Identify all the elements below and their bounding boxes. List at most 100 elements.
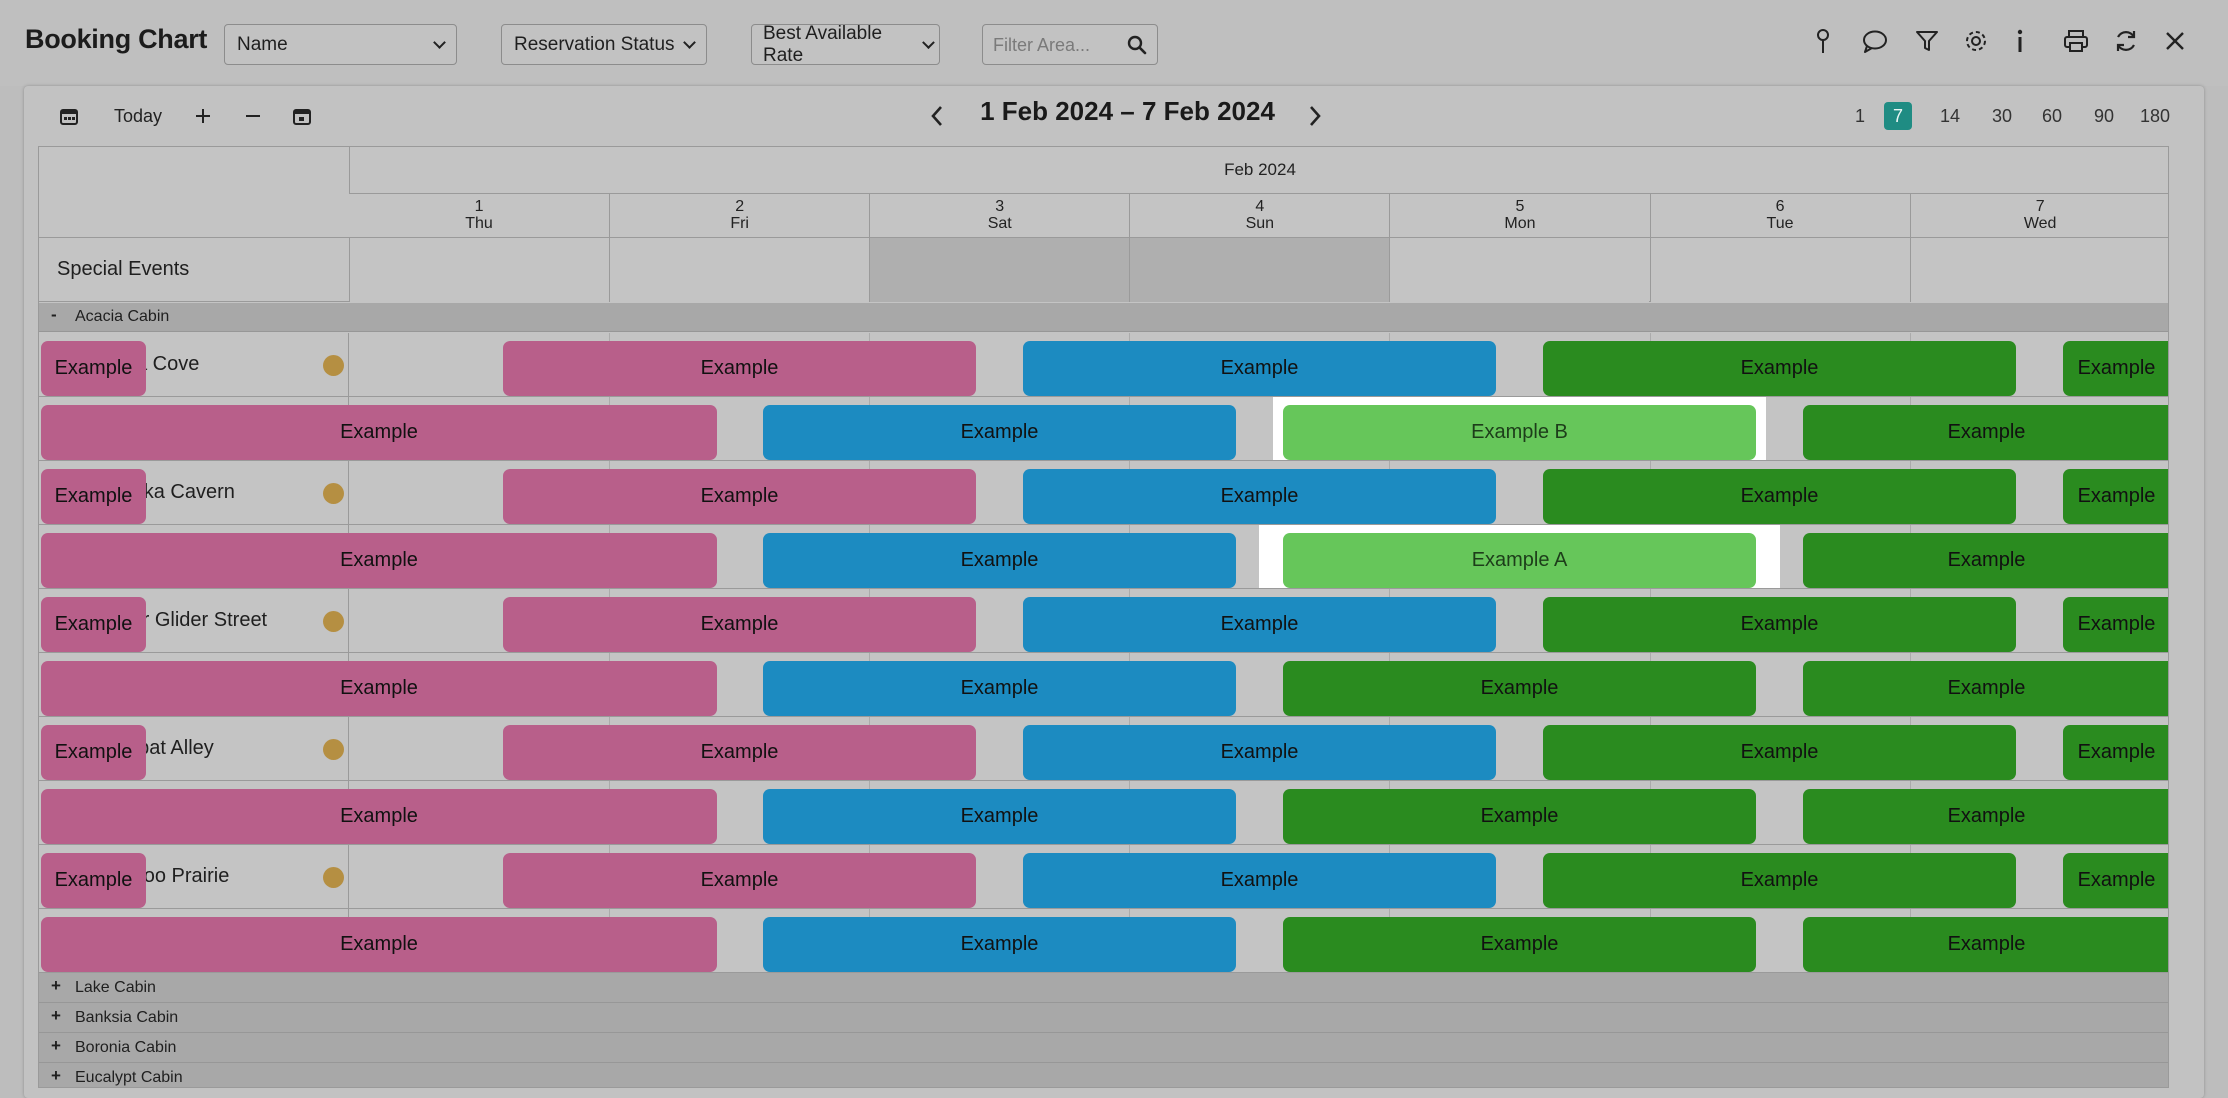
rate-select[interactable]: Best Available Rate: [751, 23, 940, 66]
reservation-bar[interactable]: Example: [1543, 341, 2016, 396]
special-event-cell-4[interactable]: [1129, 238, 1390, 302]
reservation-bar[interactable]: Example: [41, 341, 146, 396]
zoom-option-180[interactable]: 180: [2140, 105, 2171, 126]
chat-bubble-icon[interactable]: [1860, 26, 1890, 56]
room-status-dot[interactable]: [323, 611, 344, 632]
close-icon[interactable]: [2160, 26, 2190, 56]
next-week-arrow-icon[interactable]: [1302, 101, 1328, 131]
reservation-bar[interactable]: Example: [2063, 341, 2168, 396]
filter-area-field[interactable]: [982, 24, 1158, 65]
reservation-bar-selected[interactable]: Example B: [1283, 405, 1756, 460]
special-event-cell-5[interactable]: [1389, 238, 1650, 302]
reservation-bar[interactable]: Example: [41, 597, 146, 652]
refresh-icon[interactable]: [2111, 26, 2141, 56]
reservation-bar[interactable]: Example: [41, 661, 717, 716]
zoom-option-90[interactable]: 90: [2093, 105, 2115, 126]
reservation-bar[interactable]: Example: [1023, 725, 1496, 780]
reservation-bar[interactable]: Example: [41, 789, 717, 844]
reservation-bar[interactable]: Example: [503, 597, 976, 652]
expand-toggle[interactable]: +: [51, 1036, 61, 1055]
expand-toggle[interactable]: +: [51, 976, 61, 995]
room-status-dot[interactable]: [323, 483, 344, 504]
location-pin-icon[interactable]: [1810, 26, 1836, 56]
calendar-check-icon[interactable]: [289, 103, 315, 129]
room-status-dot[interactable]: [323, 355, 344, 376]
today-button[interactable]: Today: [113, 105, 163, 126]
reservation-status-select[interactable]: Reservation Status: [501, 24, 707, 65]
zoom-option-7[interactable]: 7: [1884, 102, 1912, 130]
filter-area-input[interactable]: [993, 33, 1121, 57]
reservation-bar[interactable]: Example: [41, 917, 717, 972]
zoom-option-60[interactable]: 60: [2041, 105, 2063, 126]
reservation-bar[interactable]: Example: [1283, 661, 1756, 716]
group-row-acacia-cabin[interactable]: - Acacia Cabin: [39, 303, 2168, 332]
expand-toggle[interactable]: +: [51, 1066, 61, 1085]
filter-funnel-icon[interactable]: [1912, 26, 1942, 56]
reservation-bar[interactable]: Example: [763, 789, 1236, 844]
day-of-week: Sun: [1245, 215, 1275, 232]
chevron-down-icon: [922, 35, 935, 49]
reservation-bar[interactable]: Example: [1803, 917, 2168, 972]
reservation-bar[interactable]: Example: [1283, 917, 1756, 972]
zoom-option-1[interactable]: 1: [1854, 105, 1865, 126]
reservation-bar[interactable]: Example: [1543, 597, 2016, 652]
reservation-bar[interactable]: Example: [763, 405, 1236, 460]
reservation-bar[interactable]: Example: [2063, 469, 2168, 524]
room-status-dot[interactable]: [323, 867, 344, 888]
special-event-cell-1[interactable]: [349, 238, 610, 302]
reservation-bar[interactable]: Example: [1023, 597, 1496, 652]
group-row-banksia-cabin[interactable]: + Banksia Cabin: [39, 1003, 2168, 1033]
reservation-bar[interactable]: Example: [2063, 597, 2168, 652]
reservation-bar[interactable]: Example: [503, 341, 976, 396]
reservation-bar[interactable]: Example: [1543, 725, 2016, 780]
reservation-bar[interactable]: Example: [1803, 789, 2168, 844]
group-row-boronia-cabin[interactable]: + Boronia Cabin: [39, 1033, 2168, 1063]
calendar-icon[interactable]: [56, 103, 82, 129]
reservation-bar[interactable]: Example: [503, 725, 976, 780]
zoom-option-30[interactable]: 30: [1991, 105, 2013, 126]
collapse-toggle[interactable]: -: [51, 305, 57, 324]
zoom-out-icon[interactable]: [240, 103, 266, 129]
reservation-bar[interactable]: Example: [763, 917, 1236, 972]
special-event-cell-3[interactable]: [869, 238, 1130, 302]
reservation-bar[interactable]: Example: [41, 853, 146, 908]
reservation-bar[interactable]: Example: [1543, 853, 2016, 908]
room-row: 137 Tasmanian Devil TurnExampleExampleEx…: [39, 781, 2168, 845]
room-status-dot[interactable]: [323, 739, 344, 760]
reservation-bar-selected[interactable]: Example A: [1283, 533, 1756, 588]
day-number: 2: [735, 198, 745, 215]
printer-icon[interactable]: [2061, 26, 2091, 56]
reservation-bar[interactable]: Example: [1023, 341, 1496, 396]
reservation-bar[interactable]: Example: [763, 661, 1236, 716]
special-event-cell-6[interactable]: [1649, 238, 1910, 302]
reservation-bar[interactable]: Example: [41, 405, 717, 460]
group-row-lake-cabin[interactable]: + Lake Cabin: [39, 973, 2168, 1003]
group-row-eucalypt-cabin[interactable]: + Eucalypt Cabin: [39, 1063, 2168, 1087]
reservation-bar[interactable]: Example: [1543, 469, 2016, 524]
reservation-bar[interactable]: Example: [1023, 469, 1496, 524]
reservation-bar[interactable]: Example: [1803, 533, 2168, 588]
reservation-bar[interactable]: Example: [2063, 853, 2168, 908]
reservation-bar[interactable]: Example: [1803, 661, 2168, 716]
expand-toggle[interactable]: +: [51, 1006, 61, 1025]
zoom-in-icon[interactable]: [190, 103, 216, 129]
day-number: 3: [995, 198, 1005, 215]
search-icon[interactable]: [1126, 34, 1148, 56]
reservation-bar[interactable]: Example: [763, 533, 1236, 588]
info-icon[interactable]: [2008, 26, 2032, 56]
zoom-option-14[interactable]: 14: [1939, 105, 1961, 126]
reservation-bar[interactable]: Example: [1803, 405, 2168, 460]
reservation-bar[interactable]: Example: [503, 469, 976, 524]
reservation-bar[interactable]: Example: [41, 725, 146, 780]
reservation-bar[interactable]: Example: [41, 469, 146, 524]
previous-week-arrow-icon[interactable]: [924, 101, 950, 131]
special-event-cell-2[interactable]: [609, 238, 870, 302]
reservation-bar[interactable]: Example: [1023, 853, 1496, 908]
name-select[interactable]: Name: [224, 24, 457, 65]
reservation-bar[interactable]: Example: [1283, 789, 1756, 844]
reservation-bar[interactable]: Example: [2063, 725, 2168, 780]
reservation-bar[interactable]: Example: [503, 853, 976, 908]
special-event-cell-7[interactable]: [1909, 238, 2168, 302]
gear-icon[interactable]: [1961, 26, 1991, 56]
reservation-bar[interactable]: Example: [41, 533, 717, 588]
